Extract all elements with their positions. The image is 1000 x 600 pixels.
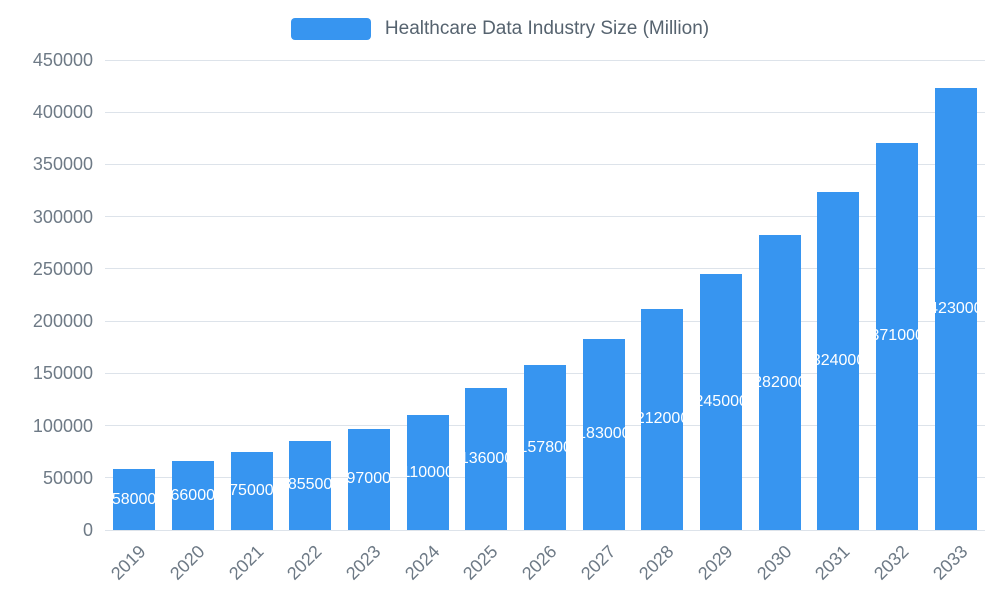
gridline <box>105 163 985 165</box>
x-axis-label: 2029 <box>694 541 737 584</box>
x-axis-label: 2023 <box>342 541 385 584</box>
bar-2027[interactable] <box>582 338 625 530</box>
bar-value-label: 423000 <box>929 300 983 318</box>
bar-value-label: 58000 <box>111 490 157 508</box>
y-axis-label: 250000 <box>32 258 93 279</box>
gridline <box>105 529 985 531</box>
bar-value-label: 66000 <box>170 486 216 504</box>
bar-2030[interactable] <box>758 235 801 530</box>
bar-value-label: 110000 <box>401 463 454 481</box>
x-axis-label: 2021 <box>224 541 268 584</box>
chart-legend[interactable]: Healthcare Data Industry Size (Million) <box>0 18 1000 40</box>
bar-2023[interactable] <box>348 428 390 530</box>
y-axis-label: 400000 <box>32 102 93 123</box>
x-axis-label: 2031 <box>811 541 854 584</box>
bar-2025[interactable] <box>465 387 508 530</box>
bar-value-label: 212000 <box>635 410 690 428</box>
y-axis-label: 0 <box>82 520 93 540</box>
bar-2028[interactable] <box>641 308 684 530</box>
bar-2026[interactable] <box>524 365 566 530</box>
bar-value-label: 136000 <box>459 449 514 467</box>
y-axis-label: 350000 <box>32 154 93 175</box>
bar-2024[interactable] <box>406 415 449 530</box>
bar-value-label: 75000 <box>229 481 274 499</box>
x-axis-label: 2032 <box>870 541 913 584</box>
x-axis-label: 2030 <box>752 541 796 584</box>
bar-value-label: 324000 <box>811 351 866 369</box>
x-axis-label: 2028 <box>635 541 678 584</box>
x-axis-label: 2020 <box>166 541 209 584</box>
bar-2029[interactable] <box>700 274 742 530</box>
x-axis-label: 2019 <box>107 541 150 584</box>
y-axis-label: 450000 <box>32 50 93 70</box>
bar-value-label: 157800 <box>518 438 572 456</box>
bar-value-label: 282000 <box>753 373 807 391</box>
y-axis-label: 150000 <box>32 363 93 384</box>
bar-value-label: 97000 <box>346 470 392 488</box>
bar-2031[interactable] <box>817 191 860 530</box>
gridline <box>105 320 985 322</box>
bar-2033[interactable] <box>934 88 977 530</box>
bar-2019[interactable] <box>113 469 156 530</box>
x-axis-label: 2022 <box>283 541 326 584</box>
gridline <box>105 111 985 113</box>
bar-2020[interactable] <box>172 461 214 530</box>
x-axis-label: 2026 <box>518 541 561 584</box>
bar-value-label: 245000 <box>694 393 748 411</box>
x-axis-label: 2024 <box>400 541 444 584</box>
gridline <box>105 59 985 61</box>
x-axis-label: 2033 <box>928 541 972 584</box>
bar-2021[interactable] <box>230 451 273 530</box>
y-axis-label: 100000 <box>32 415 93 436</box>
legend-swatch-icon <box>290 18 371 40</box>
legend-label: Healthcare Data Industry Size (Million) <box>384 18 710 39</box>
x-axis-label: 2025 <box>459 541 502 584</box>
gridline <box>105 216 985 218</box>
x-axis-label: 2027 <box>576 541 620 584</box>
bar-value-label: 183000 <box>577 425 631 443</box>
bar-value-label: 371000 <box>870 327 924 345</box>
bar-2022[interactable] <box>289 440 332 530</box>
y-axis-label: 200000 <box>32 311 93 332</box>
gridline <box>105 268 985 270</box>
y-axis-label: 300000 <box>32 206 93 227</box>
bar-2032[interactable] <box>876 142 918 530</box>
bar-value-label: 85500 <box>287 476 333 494</box>
y-axis-label: 50000 <box>42 467 93 488</box>
